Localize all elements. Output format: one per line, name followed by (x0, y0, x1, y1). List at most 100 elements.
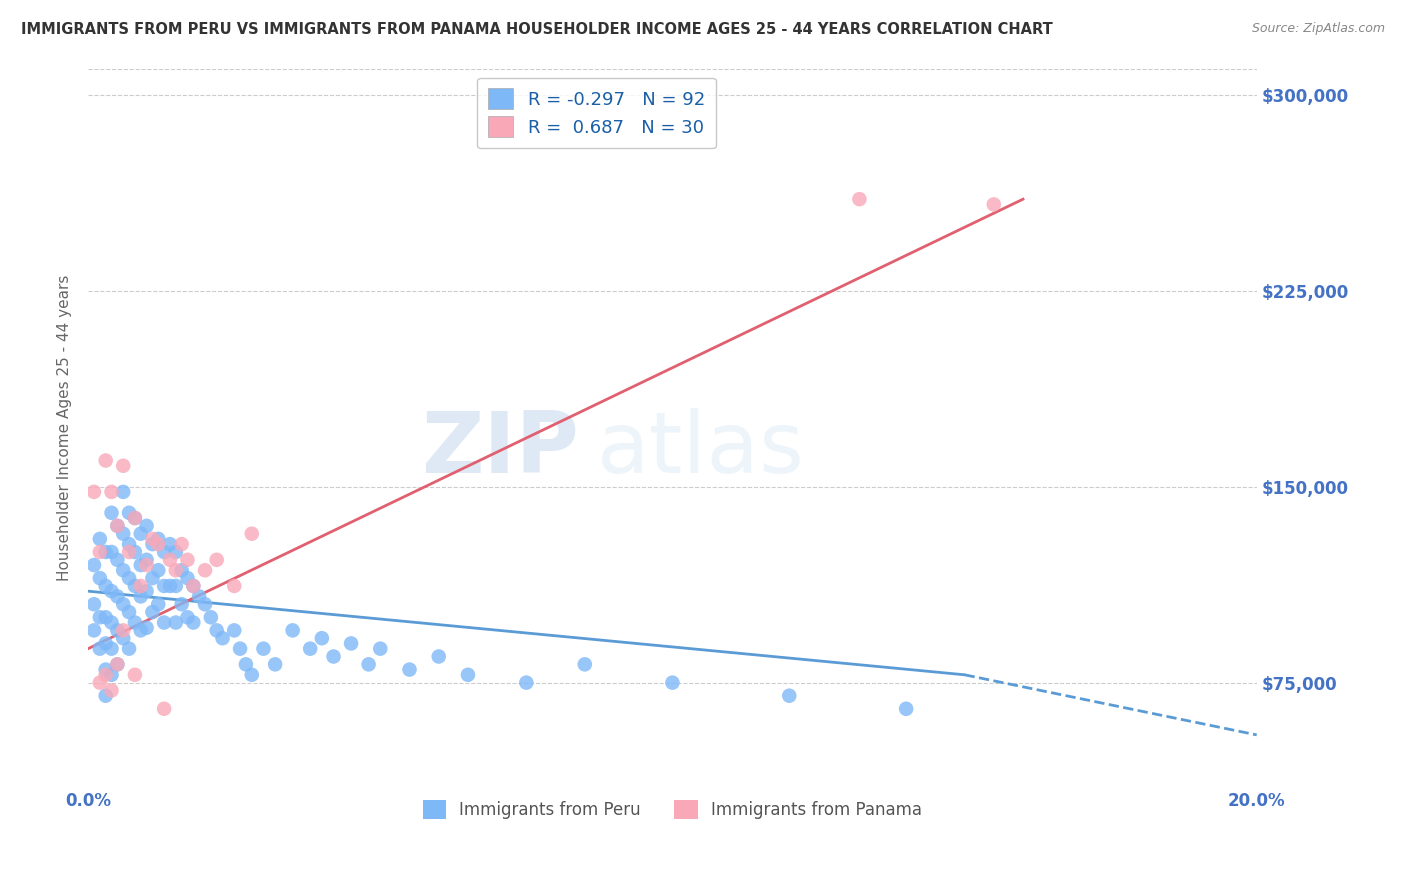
Point (89, 675, 111, 690)
Point (129, 624, 152, 638)
Point (574, 657, 596, 672)
Point (118, 641, 141, 656)
Point (340, 636, 363, 650)
Point (778, 689, 800, 703)
Point (100, 484, 122, 499)
Point (153, 545, 176, 559)
Point (100, 506, 122, 520)
Text: Source: ZipAtlas.com: Source: ZipAtlas.com (1251, 22, 1385, 36)
Point (170, 537, 193, 551)
Point (515, 675, 537, 690)
Point (124, 615, 146, 630)
Point (357, 657, 380, 672)
Point (322, 649, 344, 664)
Point (89, 571, 111, 585)
Legend: Immigrants from Peru, Immigrants from Panama: Immigrants from Peru, Immigrants from Pa… (416, 793, 929, 826)
Point (129, 526, 152, 541)
Point (94, 636, 117, 650)
Point (112, 526, 135, 541)
Point (124, 511, 146, 525)
Point (165, 579, 187, 593)
Point (141, 571, 163, 585)
Point (118, 506, 141, 520)
Point (105, 553, 128, 567)
Point (170, 597, 193, 611)
Point (100, 615, 122, 630)
Point (311, 631, 333, 645)
Point (264, 657, 287, 672)
Point (159, 579, 181, 593)
Point (427, 649, 450, 664)
Point (124, 511, 146, 525)
Point (170, 563, 193, 577)
Point (165, 545, 187, 559)
Point (194, 597, 217, 611)
Point (181, 579, 204, 593)
Point (661, 675, 683, 690)
Point (205, 553, 228, 567)
Point (112, 631, 135, 645)
Point (141, 532, 163, 546)
Point (112, 563, 135, 577)
Text: atlas: atlas (596, 408, 804, 491)
Point (94, 663, 117, 677)
Point (105, 590, 128, 604)
Point (89, 641, 111, 656)
Point (94, 610, 117, 624)
Point (105, 657, 128, 672)
Point (368, 641, 391, 656)
Point (229, 641, 252, 656)
Point (224, 624, 246, 638)
Point (159, 553, 181, 567)
Point (94, 579, 117, 593)
Point (398, 663, 420, 677)
Point (135, 519, 157, 533)
Point (124, 668, 146, 682)
Point (94, 668, 117, 682)
Point (281, 624, 304, 638)
Point (894, 702, 917, 716)
Point (112, 458, 135, 473)
Point (83, 597, 105, 611)
Point (83, 484, 105, 499)
Point (100, 545, 122, 559)
Point (100, 668, 122, 682)
Point (124, 545, 146, 559)
Point (94, 453, 117, 467)
Point (118, 605, 141, 619)
Point (176, 571, 198, 585)
Point (153, 702, 176, 716)
Point (205, 624, 228, 638)
Y-axis label: Householder Income Ages 25 - 44 years: Householder Income Ages 25 - 44 years (58, 275, 72, 581)
Point (118, 537, 141, 551)
Point (105, 519, 128, 533)
Point (83, 558, 105, 572)
Point (299, 641, 322, 656)
Point (194, 563, 217, 577)
Point (148, 532, 170, 546)
Point (153, 615, 176, 630)
Point (89, 532, 111, 546)
Point (135, 553, 157, 567)
Point (240, 668, 263, 682)
Point (129, 579, 152, 593)
Point (118, 545, 141, 559)
Point (148, 537, 170, 551)
Point (94, 689, 117, 703)
Point (112, 597, 135, 611)
Point (181, 615, 204, 630)
Point (224, 579, 246, 593)
Point (176, 610, 198, 624)
Point (165, 563, 187, 577)
Point (148, 597, 170, 611)
Point (112, 624, 135, 638)
Point (983, 197, 1005, 211)
Point (135, 621, 157, 635)
Point (118, 571, 141, 585)
Text: IMMIGRANTS FROM PERU VS IMMIGRANTS FROM PANAMA HOUSEHOLDER INCOME AGES 25 - 44 Y: IMMIGRANTS FROM PERU VS IMMIGRANTS FROM … (21, 22, 1053, 37)
Text: ZIP: ZIP (422, 408, 579, 491)
Point (105, 519, 128, 533)
Point (100, 584, 122, 599)
Point (165, 615, 187, 630)
Point (129, 558, 152, 572)
